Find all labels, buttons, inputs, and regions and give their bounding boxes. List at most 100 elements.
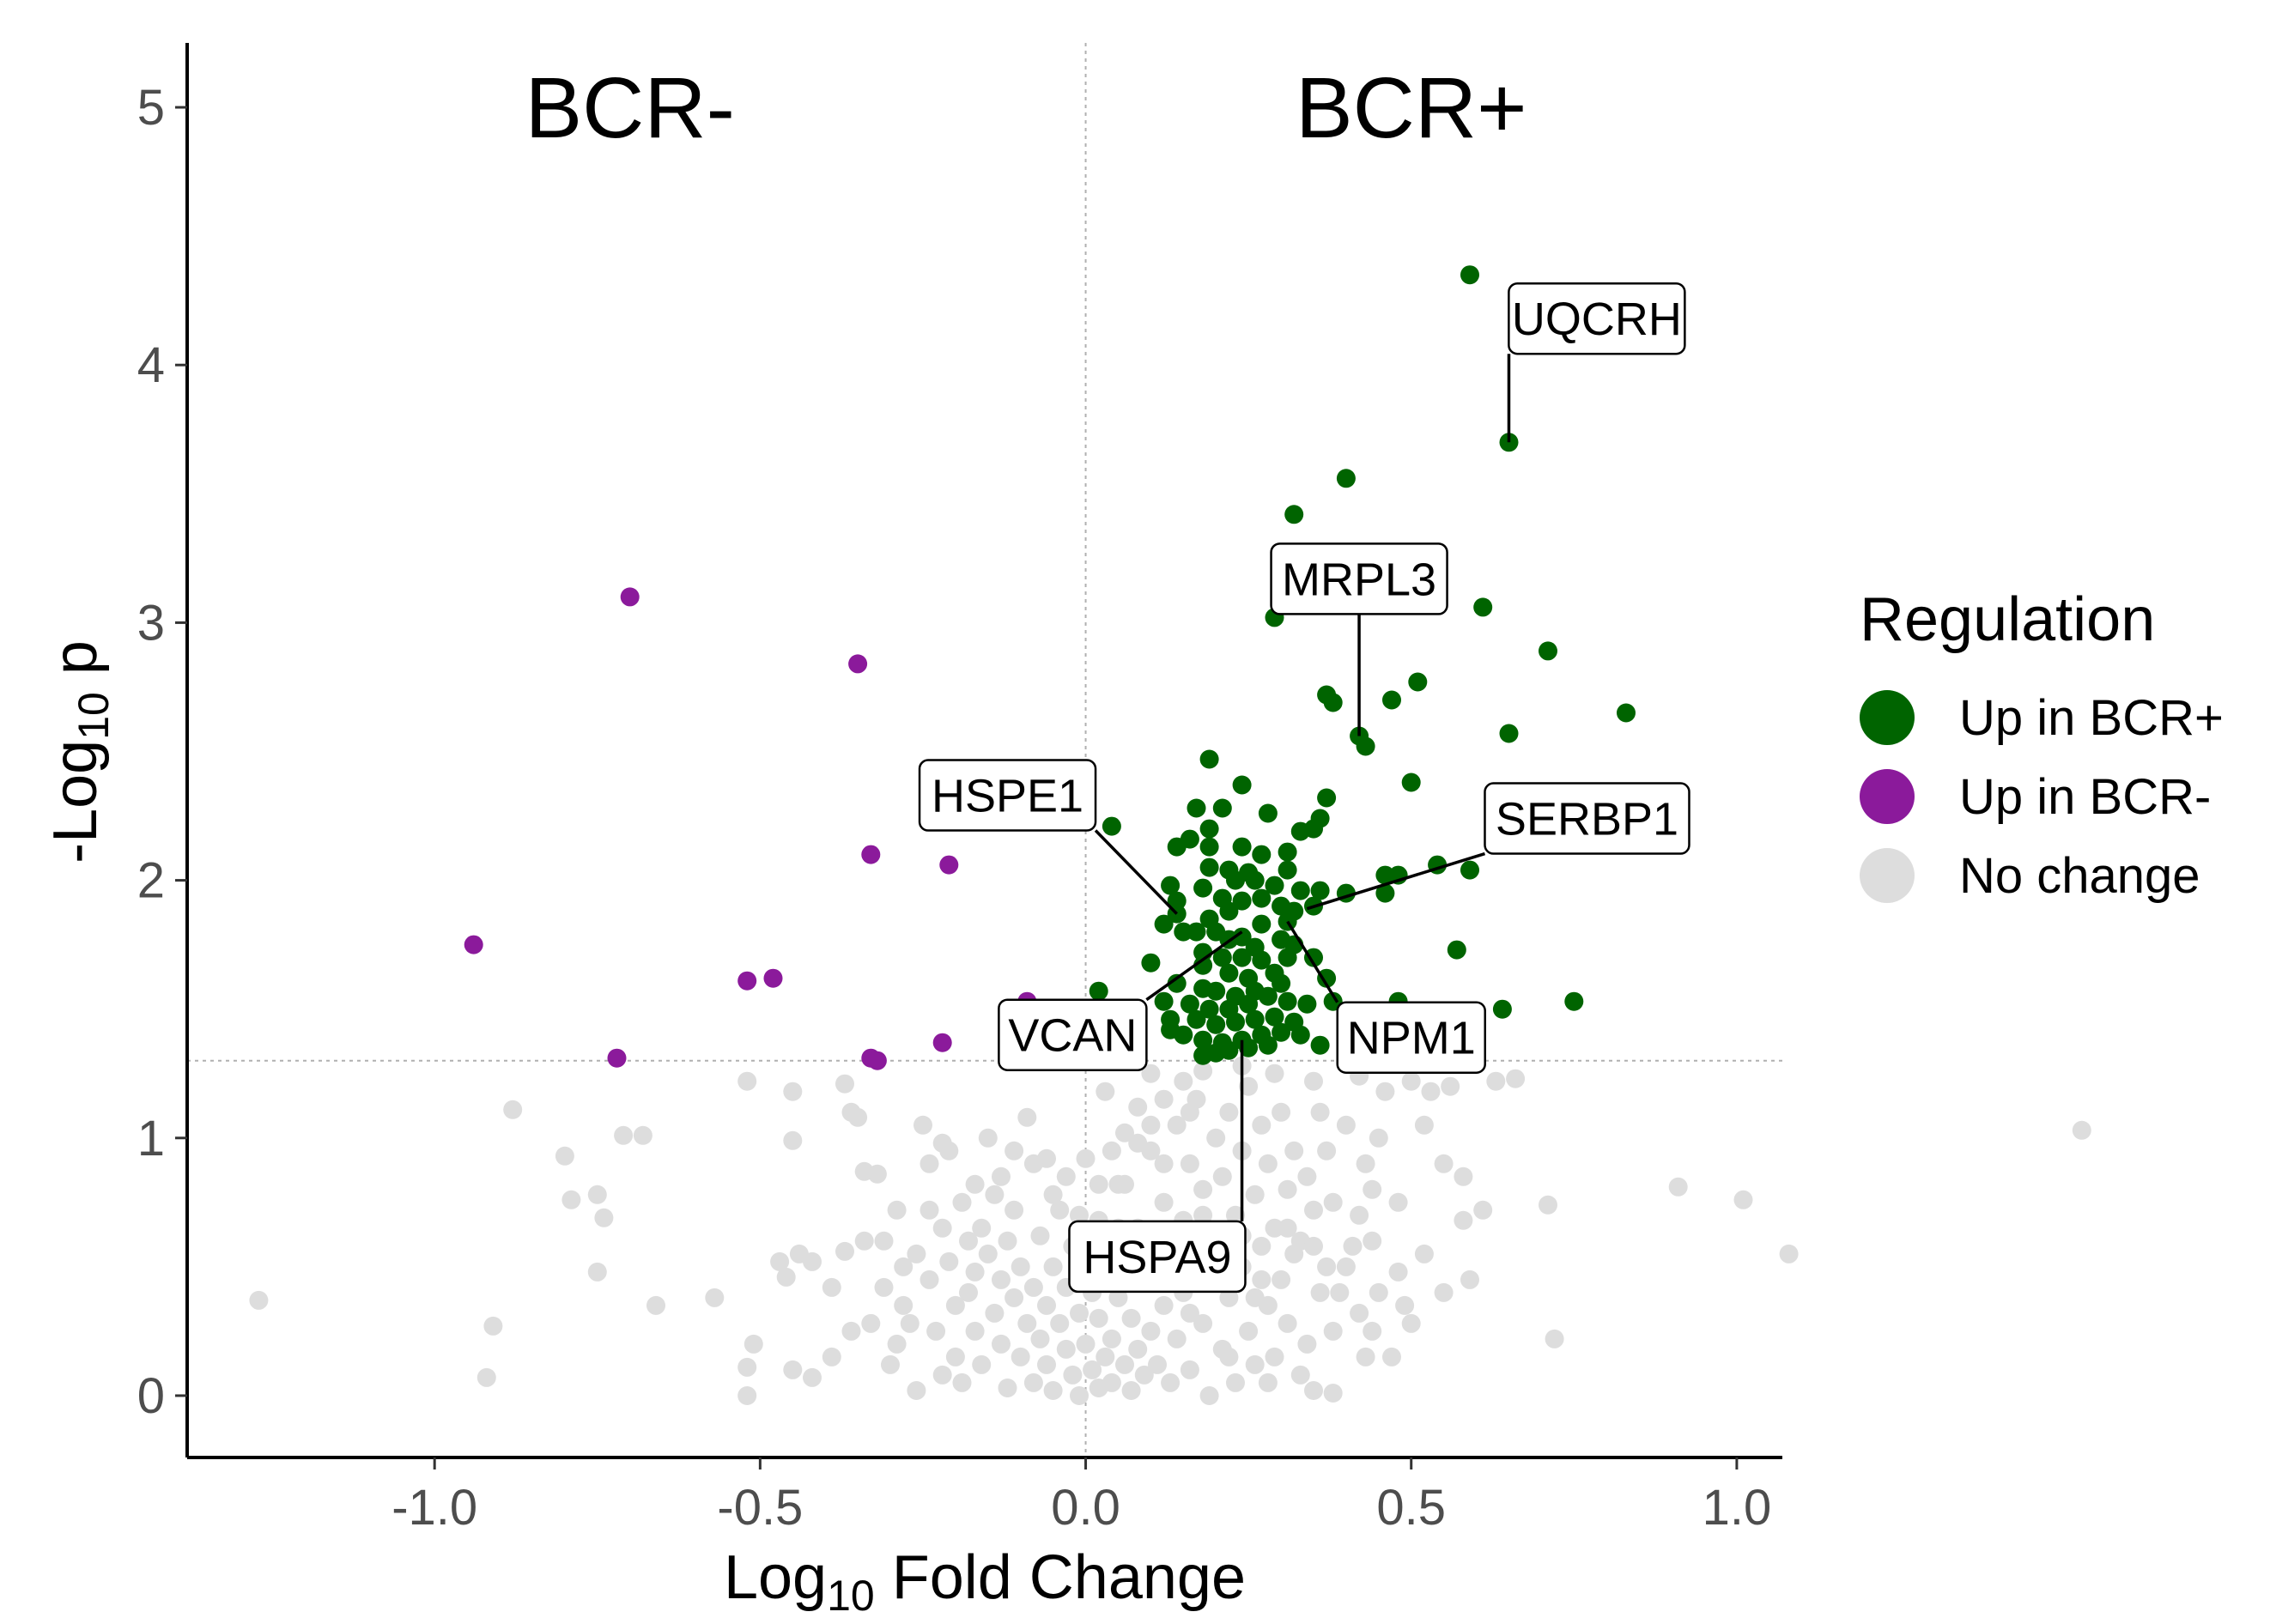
point-no-change (1350, 1205, 1369, 1225)
point-no-change (1219, 1102, 1239, 1122)
point-no-change (1076, 1334, 1096, 1354)
point-no-change (1121, 1381, 1141, 1400)
point-no-change (965, 1174, 985, 1194)
point-up-in-bcr (1265, 1007, 1284, 1027)
gene-label: MRPL3 (1282, 554, 1436, 605)
point-up-in-bcr (1278, 842, 1297, 862)
point-no-change (1180, 1154, 1199, 1173)
point-no-change (744, 1334, 763, 1354)
point-no-change (1304, 1236, 1323, 1256)
point-no-change (1115, 1354, 1134, 1374)
gene-label-box (1484, 782, 1690, 855)
point-up-in-bcr (1473, 597, 1493, 617)
point-no-change (867, 1164, 887, 1184)
point-no-change (1056, 1166, 1076, 1186)
point-no-change (1115, 1174, 1134, 1194)
point-no-change (1023, 1154, 1043, 1173)
point-no-change (1310, 1102, 1330, 1122)
point-no-change (1317, 1257, 1337, 1276)
point-no-change (1265, 1063, 1284, 1083)
point-no-change (1043, 1257, 1063, 1276)
point-no-change (1102, 1373, 1121, 1392)
point-up-in-bcr (1297, 994, 1317, 1014)
point-up-in-bcr (1193, 955, 1213, 975)
point-up-in-bcr (867, 1051, 887, 1070)
point-up-in-bcr (1161, 876, 1181, 895)
point-up-in-bcr (1252, 914, 1272, 934)
x-tick-label: 0.0 (1051, 1480, 1120, 1536)
point-no-change (1454, 1166, 1473, 1186)
point-no-change (1141, 1115, 1161, 1135)
point-no-change (1070, 1386, 1089, 1405)
gene-label: NPM1 (1347, 1013, 1476, 1064)
point-no-change (1005, 1288, 1024, 1307)
gene-label-box (1270, 542, 1448, 615)
point-no-change (783, 1082, 803, 1101)
point-no-change (1272, 1102, 1291, 1122)
point-no-change (1258, 1154, 1278, 1173)
point-no-change (1141, 1321, 1161, 1341)
point-no-change (1668, 1177, 1688, 1197)
point-no-change (1414, 1115, 1434, 1135)
point-up-in-bcr (1199, 857, 1219, 877)
point-up-in-bcr (1375, 883, 1395, 903)
point-no-change (1434, 1282, 1454, 1302)
point-no-change (737, 1357, 757, 1377)
leader-line (1094, 829, 1178, 915)
y-tick-label: 5 (137, 80, 165, 136)
point-no-change (1141, 1063, 1161, 1083)
legend-label: Up in BCR+ (1959, 690, 2224, 746)
point-no-change (1154, 1295, 1174, 1315)
point-no-change (835, 1074, 854, 1094)
point-up-in-bcr (1258, 803, 1278, 823)
point-no-change (992, 1166, 1011, 1186)
point-no-change (887, 1334, 907, 1354)
point-no-change (555, 1146, 574, 1166)
point-no-change (1265, 1347, 1284, 1366)
point-up-in-bcr (1154, 991, 1174, 1011)
point-no-change (848, 1107, 868, 1127)
point-no-change (1037, 1354, 1056, 1374)
point-up-in-bcr (1212, 798, 1232, 818)
point-up-in-bcr (1492, 999, 1512, 1019)
point-up-in-bcr (1226, 870, 1245, 890)
x-tick-label: 0.5 (1376, 1480, 1446, 1536)
point-no-change (1167, 1115, 1187, 1135)
point-up-in-bcr (620, 587, 640, 607)
point-no-change (1180, 1360, 1199, 1379)
point-no-change (1545, 1329, 1564, 1348)
point-no-change (978, 1244, 998, 1263)
point-up-in-bcr (1252, 888, 1272, 908)
y-tick-label: 1 (137, 1111, 165, 1166)
point-no-change (945, 1295, 965, 1315)
point-no-change (1096, 1082, 1115, 1101)
point-no-change (783, 1360, 803, 1379)
point-no-change (1454, 1210, 1473, 1230)
point-no-change (894, 1257, 913, 1276)
point-no-change (1323, 1321, 1343, 1341)
point-no-change (1323, 1192, 1343, 1212)
point-no-change (1005, 1141, 1024, 1160)
point-no-change (1330, 1282, 1350, 1302)
point-no-change (1733, 1190, 1753, 1209)
point-no-change (1193, 1179, 1213, 1199)
point-up-in-bcr (1317, 968, 1337, 988)
point-up-in-bcr (763, 968, 783, 988)
point-no-change (1258, 1373, 1278, 1392)
point-no-change (1219, 1288, 1239, 1307)
point-no-change (1310, 1282, 1330, 1302)
x-axis-title: Log10 Fold Change (724, 1543, 1246, 1620)
point-no-change (920, 1200, 939, 1220)
x-tick-label: -0.5 (717, 1480, 803, 1536)
point-up-in-bcr (1141, 953, 1161, 973)
point-up-in-bcr (1408, 672, 1428, 692)
point-no-change (985, 1303, 1005, 1323)
point-no-change (1297, 1334, 1317, 1354)
point-no-change (1043, 1381, 1063, 1400)
panel-label: BCR+ (1296, 60, 1527, 156)
point-no-change (1290, 1365, 1310, 1385)
point-no-change (920, 1270, 939, 1289)
point-no-change (646, 1295, 665, 1315)
threshold-lines (187, 43, 1782, 1457)
point-up-in-bcr (1310, 1035, 1330, 1055)
